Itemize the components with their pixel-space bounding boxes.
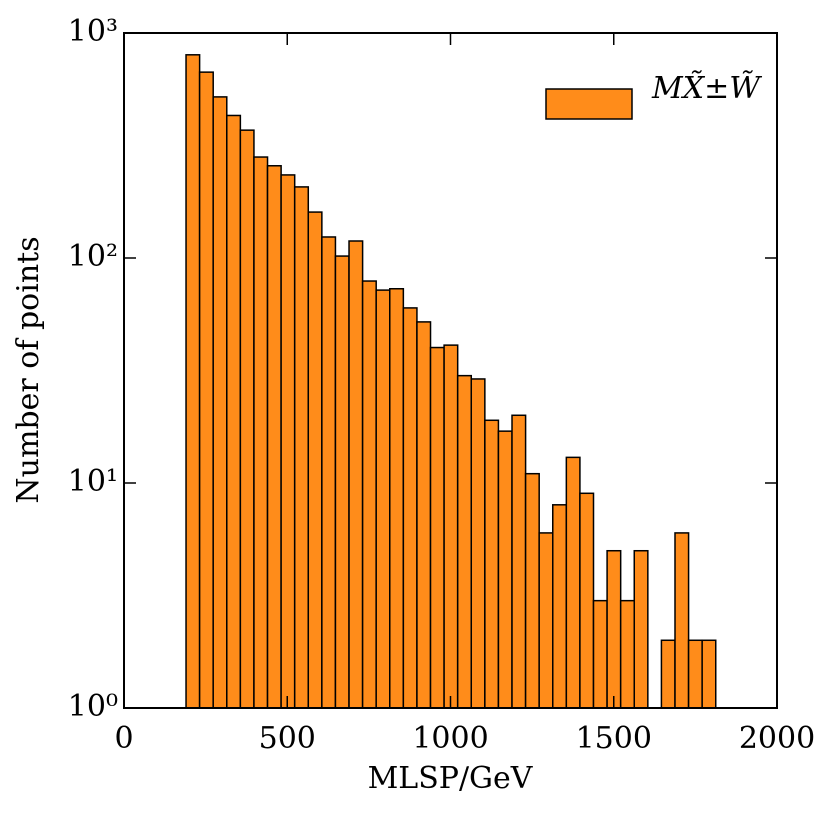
y-tick-label: 10² xyxy=(68,239,118,274)
bar xyxy=(660,639,676,709)
bar xyxy=(552,504,568,709)
bar xyxy=(470,378,486,709)
bar xyxy=(484,419,500,709)
bar xyxy=(321,236,337,709)
bar xyxy=(579,492,595,709)
y-tick-label: 10³ xyxy=(68,14,118,49)
bar xyxy=(524,472,540,709)
bar xyxy=(293,186,310,709)
bar xyxy=(429,346,445,709)
bar xyxy=(416,321,432,709)
bar xyxy=(280,174,296,709)
y-tick-label: 10⁰ xyxy=(68,689,118,724)
x-axis-label: MLSP/GeV xyxy=(368,761,534,796)
bar xyxy=(497,430,513,709)
bar xyxy=(633,549,649,709)
bar xyxy=(511,414,527,709)
bar xyxy=(687,639,703,709)
bar xyxy=(592,599,608,709)
bar xyxy=(389,288,405,709)
x-tick-label: 0 xyxy=(114,721,133,756)
bar xyxy=(538,532,554,709)
x-tick-label: 1500 xyxy=(576,721,652,756)
bar xyxy=(361,280,377,709)
bar xyxy=(565,456,581,709)
x-tick-label: 1000 xyxy=(412,721,488,756)
bar xyxy=(606,549,622,709)
bar xyxy=(266,165,282,709)
bar xyxy=(198,71,214,709)
bar xyxy=(375,289,391,709)
bar xyxy=(307,211,323,709)
bar xyxy=(402,307,418,709)
plot-frame xyxy=(123,32,778,709)
x-tick-label: 500 xyxy=(259,721,316,756)
bar xyxy=(456,374,473,709)
bar xyxy=(253,156,269,709)
bar xyxy=(701,639,717,709)
bar xyxy=(239,129,255,709)
y-tick-label: 10¹ xyxy=(68,464,118,499)
bar xyxy=(185,54,201,709)
y-axis-label: Number of points xyxy=(11,236,46,503)
bar xyxy=(443,344,459,709)
bar xyxy=(348,240,364,709)
bar xyxy=(212,96,228,709)
x-tick-label: 2000 xyxy=(739,721,815,756)
bar xyxy=(674,532,690,709)
legend-swatch xyxy=(545,88,633,120)
bar xyxy=(226,114,242,709)
bar xyxy=(619,599,636,709)
bar xyxy=(334,255,350,709)
legend-label: MX̃±W̃ xyxy=(651,71,762,106)
